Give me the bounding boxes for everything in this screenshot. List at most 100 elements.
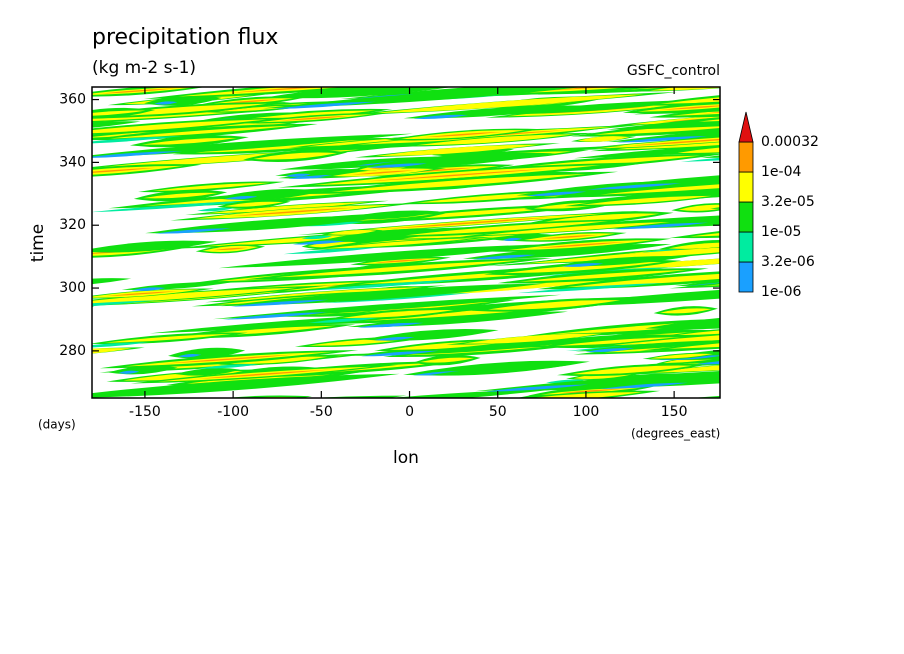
contour-fill	[486, 409, 621, 422]
contour-fill	[585, 333, 720, 347]
contour-fill	[630, 115, 720, 125]
contour-fill	[545, 439, 719, 451]
contour-fill	[224, 201, 284, 207]
contour-fill	[429, 365, 568, 376]
contour-fill	[308, 317, 379, 323]
contour-fill	[331, 174, 587, 192]
annotation: GSFC_control	[627, 63, 720, 79]
contour-fill	[599, 382, 688, 389]
contour-fill	[32, 304, 86, 308]
contour-fill	[11, 312, 42, 315]
contour-fill	[218, 243, 565, 269]
contour-fill	[698, 119, 720, 122]
contour-fill	[212, 294, 562, 320]
contour-fill	[304, 404, 616, 426]
y-tick-label: 280	[59, 343, 86, 359]
contour-fill	[283, 247, 379, 255]
contour-fill	[197, 369, 332, 379]
x-axis-label: lon	[393, 448, 419, 468]
contour-fill	[413, 114, 469, 119]
contour-fill	[122, 411, 437, 433]
colorbar-band	[738, 231, 754, 263]
x-tick-label: -100	[217, 404, 249, 420]
contour-fill	[382, 217, 554, 230]
contour-fill	[694, 361, 720, 365]
contour-fill	[465, 421, 500, 424]
colorbar-label: 1e-04	[761, 164, 801, 180]
contour-fill	[416, 134, 575, 146]
contour-fill	[703, 111, 720, 114]
contour-fill	[361, 350, 439, 357]
contour-fill	[37, 127, 71, 130]
x-tick-label: -50	[310, 404, 333, 420]
contour-fill	[680, 407, 870, 421]
y-tick-label: 360	[59, 92, 86, 108]
contour-fill	[253, 152, 338, 160]
contour-fill	[365, 397, 380, 398]
contour-fill	[288, 174, 337, 179]
colorbar-label: 0.00032	[761, 134, 819, 150]
contour-fill	[660, 308, 712, 314]
contour-fill	[598, 442, 788, 455]
contour-fill	[650, 353, 713, 359]
contour-fill	[224, 195, 258, 200]
contour-fill	[466, 419, 534, 424]
contour-fill	[92, 300, 157, 307]
contour-fill	[175, 368, 241, 376]
y-tick-label: 320	[59, 217, 86, 233]
contour-fill	[367, 163, 427, 168]
contour-fill	[105, 291, 178, 297]
contour-fill	[92, 121, 141, 128]
contour-fill	[92, 342, 149, 348]
contour-fill	[548, 87, 609, 91]
contour-fill	[367, 168, 547, 182]
contour-fill	[272, 101, 377, 109]
contour-fill	[574, 440, 811, 457]
contour-fill	[104, 333, 232, 343]
contour-fill	[483, 222, 670, 236]
contour-fill	[424, 131, 502, 138]
contour-fill	[701, 178, 720, 182]
contour-fill	[534, 241, 627, 249]
contour-fill	[420, 357, 474, 363]
contour-fill	[301, 235, 333, 240]
contour-fill	[523, 247, 720, 264]
contour-fill	[336, 406, 586, 423]
contour-fill	[160, 422, 507, 446]
contour-fill	[230, 356, 328, 364]
contour-fill	[677, 147, 720, 153]
contour-fill	[263, 87, 453, 99]
contour-fill	[680, 157, 720, 162]
contour-fill	[92, 136, 183, 144]
contour-fill	[92, 110, 146, 116]
contour-fill	[475, 370, 720, 392]
x-tick-label: 50	[489, 404, 507, 420]
contour-fill	[670, 110, 720, 116]
contour-fill	[472, 254, 536, 260]
contour-fill	[600, 184, 720, 195]
contour-fill	[568, 397, 825, 415]
contour-fill	[141, 137, 237, 145]
contour-fill	[486, 423, 565, 429]
x-tick-label: 0	[405, 404, 414, 420]
colorbar-band	[738, 261, 754, 293]
contour-fill	[223, 99, 279, 104]
contour-fill	[92, 167, 156, 173]
contour-fill	[720, 333, 892, 345]
contour-fill	[503, 262, 662, 274]
contour-fill	[118, 370, 140, 374]
contour-fill	[294, 422, 592, 443]
contour-fill	[37, 306, 87, 312]
contour-fill	[164, 354, 294, 364]
contour-fill	[375, 259, 426, 263]
contour-fill	[230, 299, 329, 307]
contour-fill	[92, 278, 132, 285]
contour-fill	[92, 119, 267, 134]
contour-fill	[517, 282, 663, 294]
contour-fill	[668, 242, 720, 249]
contour-fill	[222, 312, 328, 320]
contour-fill	[92, 304, 93, 305]
contour-fill	[178, 353, 202, 358]
contour-fill	[342, 310, 454, 318]
contour-fill	[213, 247, 248, 251]
